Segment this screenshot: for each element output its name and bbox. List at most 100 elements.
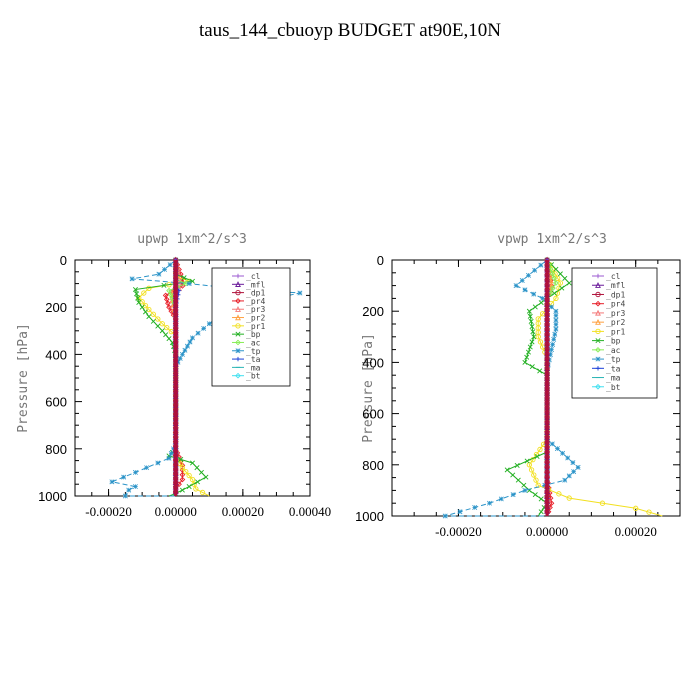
legend-marker [595, 366, 601, 371]
data-point [544, 296, 550, 303]
data-point [532, 492, 538, 498]
legend-label: _bt [246, 372, 261, 381]
x-tick-label: 0.00040 [289, 504, 331, 519]
data-point [526, 308, 532, 314]
legend-entry: _cl [592, 272, 621, 281]
legend-label: _pr2 [606, 318, 625, 327]
data-point [544, 444, 550, 450]
data-point [126, 487, 132, 493]
data-point [550, 341, 556, 347]
data-point [544, 429, 550, 435]
data-point [550, 285, 556, 291]
data-point [161, 282, 167, 288]
data-point [525, 272, 531, 278]
data-point [189, 460, 196, 466]
data-point [544, 449, 550, 455]
data-point [599, 500, 606, 506]
data-point [565, 455, 571, 461]
data-point [184, 343, 190, 349]
data-point [181, 275, 187, 281]
data-point [155, 460, 161, 466]
legend-entry: _pr3 [592, 309, 625, 318]
legend-marker [595, 318, 601, 325]
data-point [560, 450, 566, 456]
data-point [544, 405, 550, 411]
y-tick-label: 600 [362, 407, 384, 422]
data-point [109, 479, 115, 485]
data-point [544, 272, 550, 278]
legend-marker [595, 282, 601, 288]
data-point [519, 277, 525, 283]
data-point [129, 276, 135, 282]
data-point [544, 316, 550, 322]
data-point [544, 350, 550, 357]
data-point [195, 479, 201, 485]
y-tick-label: 0 [60, 253, 67, 268]
data-point [156, 271, 162, 277]
legend-label: _pr4 [606, 300, 625, 309]
y-tick-label: 400 [362, 355, 384, 370]
data-point [544, 395, 550, 401]
data-point [547, 352, 553, 358]
y-tick-label: 800 [45, 442, 67, 457]
data-point [551, 275, 558, 282]
x-tick-label: 0.00020 [615, 524, 657, 539]
series-dp1 [173, 257, 179, 496]
data-point [544, 483, 550, 490]
data-point [544, 424, 550, 431]
data-point [532, 304, 538, 310]
data-point [122, 493, 128, 499]
legend-marker [595, 347, 601, 353]
data-point [544, 508, 550, 514]
legend-label: _ac [606, 346, 621, 355]
data-point [544, 380, 550, 386]
data-point [136, 299, 142, 305]
y-tick-label: 600 [45, 395, 67, 410]
data-point [544, 365, 550, 371]
x-tick-label: 0.00020 [222, 504, 264, 519]
data-point [544, 473, 550, 480]
legend-box [211, 267, 291, 387]
data-point [544, 360, 550, 367]
data-point [553, 317, 559, 323]
legend-entry: _pr1 [232, 322, 265, 331]
data-point [524, 458, 530, 464]
data-point [504, 467, 510, 473]
legend-entry: _pr1 [592, 327, 625, 336]
data-point [544, 503, 550, 509]
series-dp1 [544, 257, 550, 516]
data-point [544, 331, 550, 337]
data-point [457, 509, 463, 515]
data-point [549, 347, 554, 353]
data-point [135, 295, 141, 301]
legend-marker [235, 331, 241, 337]
legend-marker [235, 356, 241, 362]
y-axis-label: Pressure [hPa] [361, 333, 376, 443]
data-point [553, 326, 559, 332]
data-point [132, 469, 138, 475]
data-point [166, 304, 172, 311]
data-point [134, 291, 140, 297]
data-point [552, 331, 558, 337]
data-point [179, 487, 185, 493]
legend-entry: _bt [232, 372, 261, 381]
data-point [555, 275, 561, 282]
legend-label: _ac [246, 338, 261, 347]
data-point [551, 336, 557, 342]
data-point [557, 271, 563, 277]
legend-marker [595, 309, 601, 316]
data-point [166, 455, 172, 461]
data-point [551, 290, 557, 296]
data-point [522, 287, 528, 293]
data-point [571, 469, 577, 475]
data-point [544, 336, 550, 342]
data-point [544, 306, 550, 312]
legend-marker [595, 338, 601, 344]
data-point [537, 368, 543, 374]
data-point [527, 313, 533, 319]
legend-label: _ta [246, 355, 261, 364]
data-point [179, 476, 186, 483]
data-point [522, 487, 528, 493]
data-point [544, 498, 550, 504]
